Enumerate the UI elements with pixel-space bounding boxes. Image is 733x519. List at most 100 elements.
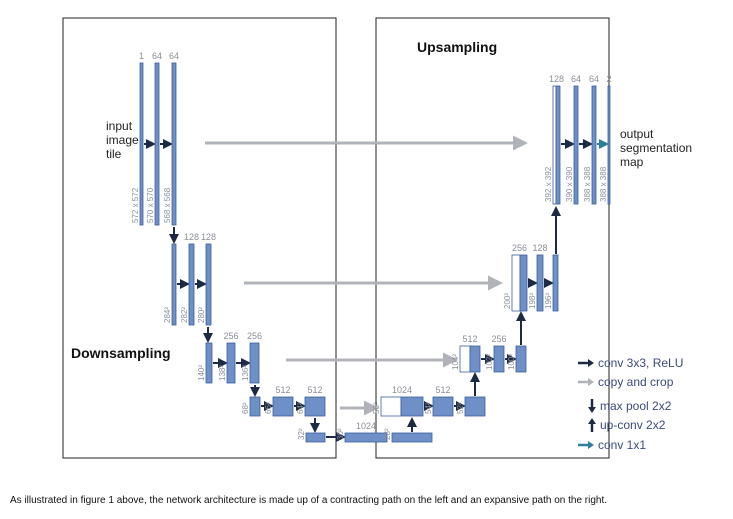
channel-label-dec3-a: 512	[462, 334, 477, 344]
size-label-enc4-c: 64²	[296, 402, 305, 414]
legend-conv3x3-label: conv 3x3, ReLU	[598, 356, 684, 370]
input-image-tile-label: input image tile	[106, 119, 139, 161]
feature-map-copy-dec3-a	[459, 345, 471, 373]
feature-map-dec3-a	[469, 345, 481, 373]
up-arrow-icon	[588, 418, 596, 432]
channel-label-enc4-c: 512	[307, 385, 322, 395]
channel-label-dec1-a: 128	[549, 74, 564, 84]
size-label-dec2-c: 196²	[544, 293, 553, 309]
feature-map-dec4-b	[432, 396, 454, 417]
feature-map-enc4-c	[304, 396, 326, 417]
size-label-enc1-c: 568 x 568	[163, 187, 172, 223]
size-label-dec1-a: 392 x 392	[544, 166, 553, 202]
feature-map-dec2-b	[536, 254, 544, 312]
size-label-dec1-d: 388 x 388	[599, 166, 608, 202]
channel-label-enc4-b: 512	[275, 385, 290, 395]
size-label-enc3-c: 136²	[241, 365, 250, 381]
legend-up-conv: up-conv 2x2	[588, 418, 665, 432]
feature-map-dec1-c	[591, 85, 597, 205]
feature-map-dec3-b	[493, 345, 505, 373]
legend-max-pool: max pool 2x2	[588, 399, 671, 413]
size-label-dec2-b: 198²	[528, 293, 537, 309]
output-label-line3: map	[620, 155, 644, 169]
feature-map-copy-dec2-a	[511, 254, 521, 312]
channel-label-enc3-c: 256	[247, 331, 262, 341]
size-label-dec4-b: 54²	[424, 402, 433, 414]
size-label-dec1-b: 390 x 390	[565, 166, 574, 202]
channel-label-dec1-d: 2	[606, 74, 611, 84]
channel-label-enc1-c: 64	[169, 51, 179, 61]
output-segmentation-map-label: output segmentation map	[620, 127, 692, 169]
gray-right-arrow-icon	[578, 378, 594, 386]
legend-conv1x1: conv 1x1	[578, 438, 646, 452]
size-label-enc1-b: 570 x 570	[146, 187, 155, 223]
feature-map-dec2-a	[519, 254, 528, 312]
size-label-enc1-a: 572 x 572	[131, 187, 140, 223]
size-label-dec3-b: 102²	[485, 354, 494, 370]
legend-up-conv-label: up-conv 2x2	[600, 418, 666, 432]
size-label-enc4-b: 66²	[264, 402, 273, 414]
feature-map-copy-dec4-a	[380, 396, 402, 417]
channel-label-enc3-b: 256	[223, 331, 238, 341]
input-label-line2: image	[106, 133, 139, 147]
channel-label-enc2-b: 128	[184, 232, 199, 242]
upsampling-title: Upsampling	[417, 39, 498, 55]
size-label-dec3-a: 104²	[451, 354, 460, 370]
feature-map-dec3-c	[515, 345, 527, 373]
size-label-bot-c: 28²	[383, 428, 392, 440]
size-label-enc3-a: 140²	[197, 365, 206, 381]
size-label-dec3-c: 100²	[507, 354, 516, 370]
output-label-line1: output	[620, 127, 654, 141]
channel-label-dec1-b: 64	[571, 74, 581, 84]
feature-map-dec4-a	[400, 396, 424, 417]
input-label-line1: input	[106, 119, 133, 133]
feature-map-dec1-d	[607, 85, 611, 205]
feature-map-enc2-c	[205, 243, 212, 326]
size-label-dec1-c: 388 x 388	[583, 166, 592, 202]
downsampling-title: Downsampling	[71, 345, 171, 361]
feature-map-dec2-c	[552, 254, 559, 312]
channel-label-enc1-b: 64	[152, 51, 162, 61]
feature-map-dec1-a	[555, 85, 561, 205]
feature-map-enc3-a	[205, 342, 213, 384]
teal-right-arrow-icon	[578, 441, 594, 449]
channel-label-dec4-b: 512	[435, 385, 450, 395]
size-label-enc2-c: 280²	[197, 307, 206, 323]
feature-map-dec1-b	[573, 85, 579, 205]
size-label-dec4-a: 56²	[372, 402, 381, 414]
downsampling-frame	[62, 17, 337, 459]
upsampling-frame	[375, 17, 610, 459]
feature-map-bot-c	[391, 432, 433, 443]
channel-label-bot-b: 1024	[356, 421, 376, 431]
feature-map-enc1-c	[171, 62, 177, 226]
size-label-dec2-a: 200²	[503, 293, 512, 309]
channel-label-dec2-a: 256	[512, 243, 527, 253]
channel-label-dec2-b: 128	[532, 243, 547, 253]
size-label-enc2-b: 282²	[180, 307, 189, 323]
feature-map-enc1-a	[139, 62, 144, 226]
legend-conv1x1-label: conv 1x1	[598, 438, 647, 452]
feature-map-enc1-b	[154, 62, 160, 226]
output-label-line2: segmentation	[620, 141, 693, 155]
feature-map-dec4-c	[464, 396, 486, 417]
size-label-enc2-a: 284²	[163, 307, 172, 323]
channel-label-dec1-c: 64	[589, 74, 599, 84]
channel-label-dec3-b: 256	[491, 334, 506, 344]
feature-map-enc2-a	[171, 243, 177, 326]
input-label-line3: tile	[106, 147, 122, 161]
channel-label-dec4-a: 1024	[392, 385, 412, 395]
legend-copy-crop: copy and crop	[578, 375, 673, 389]
feature-map-enc3-c	[249, 342, 260, 384]
channel-label-enc1-a: 1	[139, 51, 144, 61]
feature-map-copy-dec1-a	[552, 85, 557, 205]
dark-right-arrow-icon	[578, 359, 594, 367]
size-label-bot-b: 30²	[336, 428, 345, 440]
size-label-enc4-a: 68²	[241, 402, 250, 414]
channel-label-enc2-c: 128	[201, 232, 216, 242]
legend-conv3x3: conv 3x3, ReLU	[578, 356, 683, 370]
feature-map-bot-a	[305, 432, 326, 443]
feature-map-enc2-b	[188, 243, 195, 326]
feature-map-enc4-b	[272, 396, 294, 417]
